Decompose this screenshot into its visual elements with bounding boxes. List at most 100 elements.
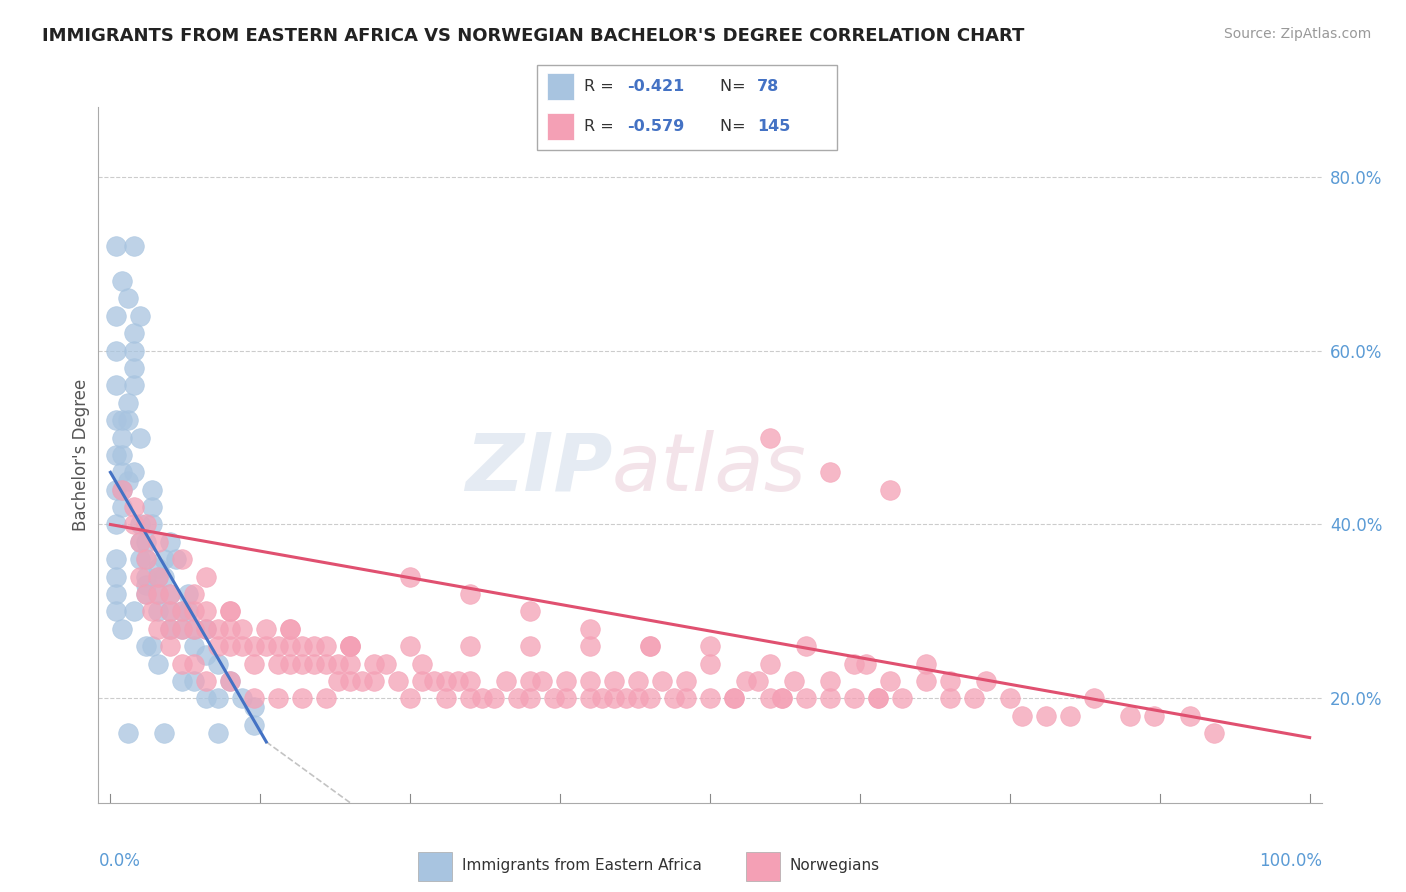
Point (117, 395, 139, 409)
Point (638, 639, 661, 653)
Point (783, 674, 806, 689)
Point (759, 657, 782, 671)
Point (124, 239, 146, 253)
Point (291, 639, 314, 653)
Point (148, 587, 170, 601)
Point (278, 657, 301, 671)
Point (243, 717, 266, 731)
Bar (547, 113, 575, 140)
Point (105, 517, 128, 532)
Point (304, 657, 326, 671)
Point (129, 570, 152, 584)
Point (842, 657, 865, 671)
Point (471, 691, 494, 706)
Point (794, 691, 817, 706)
Point (243, 657, 266, 671)
Point (219, 605, 242, 619)
Point (231, 691, 253, 706)
Point (105, 587, 128, 601)
Point (675, 691, 697, 706)
Point (159, 587, 181, 601)
Point (172, 674, 194, 689)
Point (124, 326, 146, 340)
Point (315, 657, 337, 671)
Point (818, 466, 841, 480)
Point (519, 639, 541, 653)
Point (195, 622, 218, 636)
Point (135, 587, 157, 601)
Point (482, 691, 505, 706)
Point (219, 674, 242, 689)
Point (153, 552, 176, 566)
Point (124, 517, 146, 532)
Point (818, 691, 841, 706)
Point (124, 466, 146, 480)
Point (135, 639, 157, 653)
Point (207, 622, 229, 636)
Point (519, 674, 541, 689)
Point (328, 674, 350, 689)
Point (148, 587, 170, 601)
Point (603, 691, 626, 706)
Point (278, 639, 301, 653)
Point (159, 622, 181, 636)
Point (339, 674, 361, 689)
Point (117, 413, 139, 427)
Point (105, 378, 128, 392)
Point (1035, 708, 1057, 723)
Text: atlas: atlas (612, 430, 807, 508)
Text: 100.0%: 100.0% (1258, 852, 1322, 870)
Point (135, 587, 157, 601)
Point (1178, 708, 1201, 723)
Point (195, 570, 218, 584)
Point (974, 674, 997, 689)
Point (328, 657, 350, 671)
Point (579, 691, 602, 706)
Point (231, 622, 253, 636)
Point (153, 726, 176, 740)
Point (141, 605, 163, 619)
Point (363, 657, 385, 671)
Point (579, 639, 602, 653)
Point (172, 622, 194, 636)
Text: Norwegians: Norwegians (790, 858, 880, 872)
Point (1143, 708, 1166, 723)
Point (111, 466, 134, 480)
Point (675, 674, 697, 689)
Point (458, 587, 481, 601)
Point (148, 622, 170, 636)
Point (1083, 691, 1105, 706)
Point (434, 691, 457, 706)
Point (111, 413, 134, 427)
Bar (547, 73, 575, 100)
Point (124, 361, 146, 376)
Point (723, 691, 745, 706)
Text: 78: 78 (756, 79, 779, 94)
Point (183, 639, 205, 653)
Point (219, 605, 242, 619)
Point (818, 674, 841, 689)
Point (458, 639, 481, 653)
Point (141, 500, 163, 514)
Point (699, 657, 721, 671)
Text: R =: R = (583, 79, 619, 94)
Point (117, 291, 139, 305)
Point (495, 674, 517, 689)
Point (508, 691, 530, 706)
Point (267, 639, 290, 653)
Point (124, 500, 146, 514)
Point (662, 691, 685, 706)
Point (352, 674, 374, 689)
Point (117, 474, 139, 488)
Point (124, 343, 146, 358)
Point (614, 691, 637, 706)
Point (105, 448, 128, 462)
Point (183, 622, 205, 636)
Point (148, 561, 170, 575)
Point (579, 674, 602, 689)
Point (111, 430, 134, 444)
Point (105, 239, 128, 253)
Point (105, 309, 128, 323)
Point (219, 639, 242, 653)
Point (339, 639, 361, 653)
